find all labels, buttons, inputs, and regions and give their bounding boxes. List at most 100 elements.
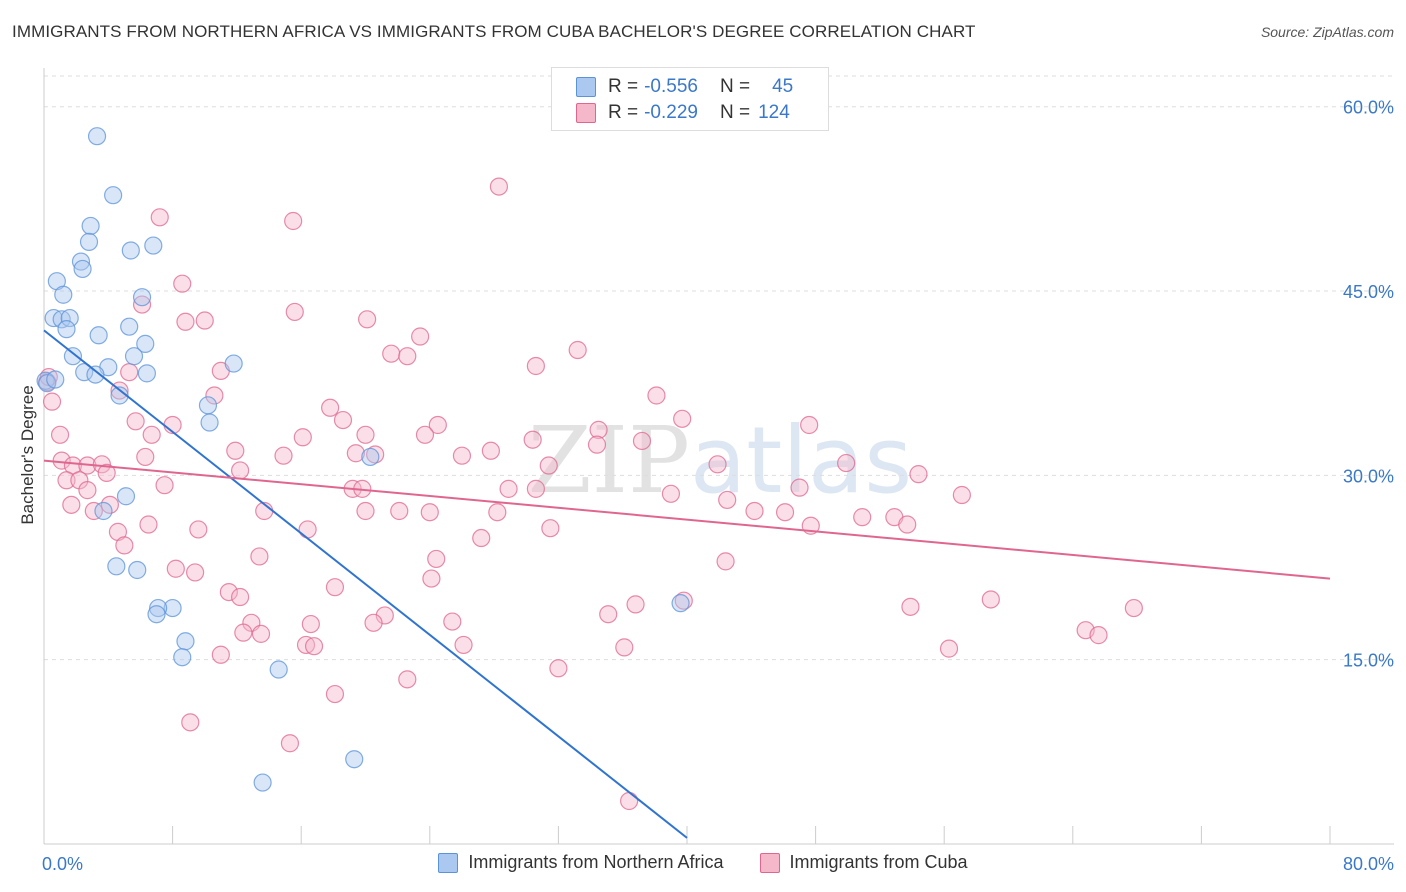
point-cuba [333, 410, 353, 430]
point-cuba [541, 519, 560, 538]
point-cuba [587, 435, 607, 454]
point-cuba [173, 274, 192, 293]
legend-r-label: R = [608, 76, 639, 97]
point-cuba [539, 456, 558, 475]
point-northern-africa [57, 320, 76, 339]
point-cuba [358, 310, 377, 329]
point-cuba [280, 734, 300, 753]
point-northern-africa [120, 317, 139, 336]
point-cuba [481, 441, 500, 460]
point-cuba [632, 431, 652, 451]
point-northern-africa [173, 648, 192, 667]
point-cuba [274, 446, 293, 465]
legend-r-value: -0.556 [644, 76, 698, 97]
point-northern-africa [253, 773, 272, 792]
point-cuba [142, 425, 161, 444]
series-swatch-northern-africa [438, 852, 459, 873]
point-cuba [853, 508, 872, 527]
point-cuba [97, 463, 116, 483]
point-cuba [356, 501, 375, 521]
legend-swatch-cuba [576, 103, 596, 123]
legend-r-label: R = [608, 102, 639, 123]
point-cuba [745, 501, 764, 521]
point-cuba [661, 484, 681, 503]
y-tick-label: 60.0% [1343, 98, 1394, 118]
point-northern-africa [54, 285, 73, 304]
series-label-northern-africa: Immigrants from Northern Africa [468, 852, 724, 872]
point-cuba [415, 425, 435, 444]
point-cuba [84, 501, 103, 521]
point-cuba [411, 327, 430, 346]
point-cuba [42, 392, 62, 411]
point-cuba [568, 340, 587, 360]
point-cuba [285, 302, 304, 322]
point-northern-africa [107, 557, 126, 576]
trendline-northern-africa [43, 329, 688, 839]
legend-r-value: -0.229 [644, 102, 698, 123]
legend-n-value: 45 [772, 76, 794, 97]
legend-swatch-northern-africa [576, 77, 596, 97]
point-northern-africa [124, 347, 144, 366]
y-tick-label: 15.0% [1343, 651, 1394, 671]
point-northern-africa [137, 364, 156, 383]
point-cuba [120, 363, 139, 382]
point-cuba [526, 356, 545, 376]
point-cuba [398, 670, 417, 689]
point-northern-africa [79, 232, 99, 251]
point-cuba [325, 684, 345, 704]
series-legend-cuba[interactable]: Immigrants from Cuba [759, 852, 968, 873]
point-cuba [390, 501, 409, 521]
point-cuba [952, 485, 971, 505]
point-cuba [356, 425, 375, 444]
point-cuba [293, 428, 312, 447]
point-northern-africa [71, 252, 91, 271]
point-cuba [420, 503, 439, 522]
point-cuba [231, 587, 250, 607]
point-cuba [708, 455, 727, 474]
source-label: Source: ZipAtlas.com [1260, 24, 1394, 40]
point-cuba [301, 614, 320, 634]
point-cuba [234, 623, 253, 642]
point-cuba [346, 444, 365, 463]
point-northern-africa [87, 127, 107, 146]
point-cuba [155, 476, 174, 495]
point-northern-africa [73, 259, 92, 279]
point-cuba [837, 453, 856, 473]
point-cuba [57, 471, 76, 490]
point-cuba [298, 520, 317, 539]
point-cuba [50, 425, 70, 444]
point-cuba [589, 420, 608, 439]
point-northern-africa [198, 396, 218, 415]
point-cuba [800, 415, 819, 435]
point-northern-africa [81, 216, 100, 236]
point-northern-africa [163, 598, 182, 618]
series-legend-northern-africa[interactable]: Immigrants from Northern Africa [438, 852, 724, 873]
point-cuba [428, 415, 447, 435]
point-cuba [251, 624, 271, 643]
series-label-cuba: Immigrants from Cuba [789, 852, 968, 872]
y-tick-label: 30.0% [1343, 466, 1394, 486]
point-northern-africa [104, 186, 123, 205]
point-northern-africa [176, 632, 195, 651]
point-cuba [78, 481, 97, 500]
correlation-legend: R = -0.556 N = 45 R = -0.229 N = 124 [551, 67, 829, 131]
point-cuba [62, 495, 81, 514]
point-cuba [981, 590, 1000, 609]
point-cuba [325, 578, 345, 597]
point-northern-africa [46, 370, 65, 389]
point-cuba [599, 605, 618, 624]
point-northern-africa [144, 236, 163, 255]
point-cuba [195, 311, 214, 330]
point-cuba [422, 569, 441, 588]
point-cuba [364, 613, 383, 632]
point-cuba [166, 559, 185, 578]
point-northern-africa [94, 501, 113, 521]
point-cuba [454, 635, 473, 655]
legend-n-value: 124 [758, 102, 790, 123]
point-cuba [284, 211, 303, 231]
point-cuba [398, 347, 417, 366]
point-cuba [181, 713, 200, 732]
point-cuba [219, 582, 238, 602]
point-northern-africa [269, 660, 288, 679]
